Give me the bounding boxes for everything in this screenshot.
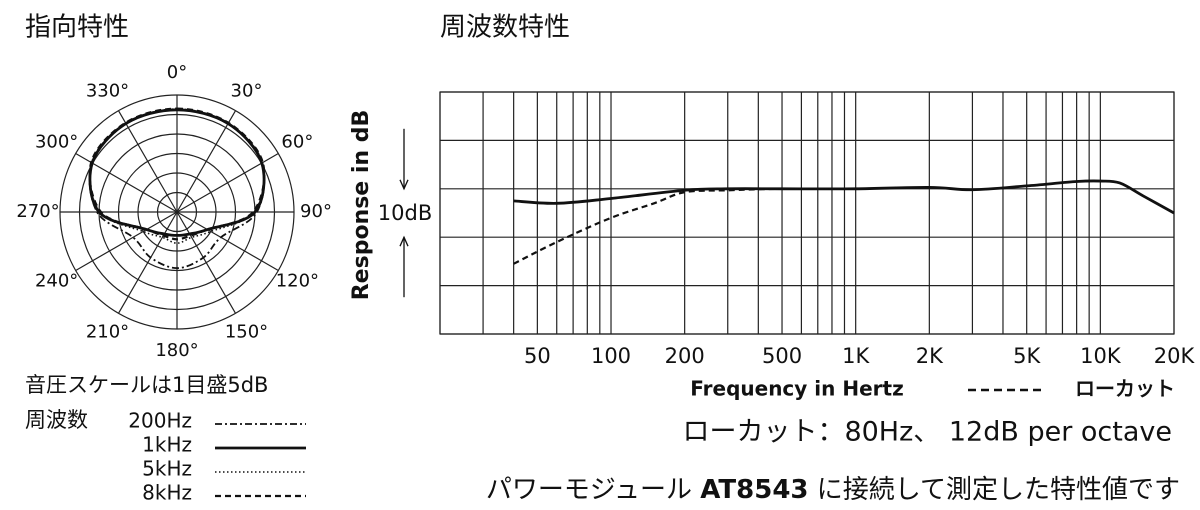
angle-label: 270° <box>16 201 59 222</box>
x-tick-label: 2K <box>916 344 944 368</box>
angle-label: 150° <box>225 321 268 342</box>
x-tick-label: 500 <box>762 344 802 368</box>
response-line <box>513 187 856 265</box>
x-tick-label: 100 <box>591 344 631 368</box>
angle-label: 300° <box>35 132 78 153</box>
grid-spoke <box>75 211 178 272</box>
angle-label: 0° <box>167 62 187 83</box>
scale-arrowhead <box>399 179 409 191</box>
x-tick-label: 1K <box>842 344 870 368</box>
angle-label: 330° <box>86 81 129 102</box>
legend-label: ローカット <box>1075 377 1175 401</box>
x-tick-label: 20K <box>1154 344 1196 368</box>
legend-title: 周波数 <box>25 408 88 432</box>
legend-label: 5kHz <box>142 457 192 481</box>
x-tick-label: 50 <box>524 344 551 368</box>
polar-line <box>88 107 266 241</box>
grid-spoke <box>176 211 237 314</box>
footnote-part: に接続して測定した特性値です <box>809 475 1181 505</box>
legend-label: 8kHz <box>142 481 192 505</box>
plot-frame <box>439 91 1175 335</box>
legend-label: 1kHz <box>142 433 192 457</box>
grid-spoke <box>117 211 178 314</box>
lowcut-note: ローカット：80Hz、 12dB per octave <box>682 417 1172 448</box>
x-tick-label: 5K <box>1013 344 1041 368</box>
x-tick-label: 10K <box>1080 344 1122 368</box>
polar-line <box>88 108 266 237</box>
angle-label: 60° <box>281 132 313 153</box>
polar-title: 指向特性 <box>25 13 129 43</box>
angle-label: 180° <box>155 340 198 361</box>
scale-label-bg <box>376 199 432 227</box>
response-line <box>513 179 1175 215</box>
angle-label: 240° <box>35 271 78 292</box>
x-axis-label: Frequency in Hertz <box>690 377 903 401</box>
x-tick-label: 200 <box>665 344 705 368</box>
grid-spoke <box>176 110 237 213</box>
angle-label: 90° <box>300 201 332 222</box>
y-axis-label: Response in dB <box>349 110 374 301</box>
scale-note: 音圧スケールは1目盛5dB <box>25 373 268 397</box>
grid-spoke <box>117 110 178 213</box>
grid-spoke <box>176 211 279 272</box>
legend-label: 200Hz <box>128 409 192 433</box>
footnote: パワーモジュール AT8543 に接続して測定した特性値です <box>486 475 1180 505</box>
angle-label: 30° <box>231 81 263 102</box>
frequency-title: 周波数特性 <box>440 13 570 43</box>
scale-arrowhead <box>399 235 409 247</box>
footnote-model: AT8543 <box>700 475 808 505</box>
footnote-part: パワーモジュール <box>486 475 700 505</box>
angle-label: 210° <box>86 321 129 342</box>
scale-label: 10dB <box>378 201 432 225</box>
angle-label: 120° <box>276 271 319 292</box>
